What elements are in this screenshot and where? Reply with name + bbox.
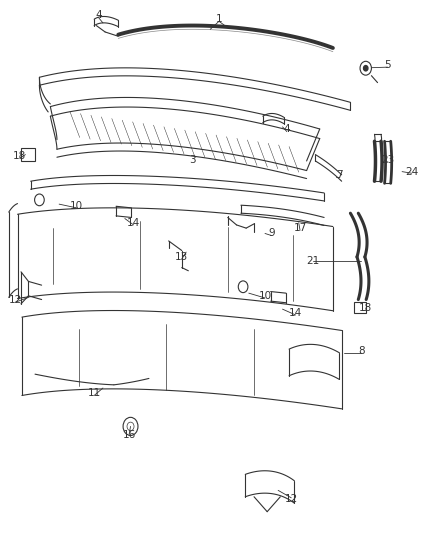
Text: 10: 10 [70,201,83,211]
Text: 14: 14 [127,218,140,228]
Text: 17: 17 [293,223,307,233]
Text: 23: 23 [381,155,394,165]
Text: 8: 8 [358,346,365,356]
Text: 24: 24 [405,167,418,176]
Text: 21: 21 [307,256,320,266]
Text: 10: 10 [258,291,272,301]
Text: 13: 13 [175,252,188,262]
Text: 18: 18 [13,151,26,161]
Text: 18: 18 [359,303,372,313]
Text: 4: 4 [283,124,290,134]
Text: 11: 11 [88,389,101,398]
Text: 12: 12 [285,495,298,504]
Circle shape [364,66,368,71]
Text: 14: 14 [289,308,302,318]
Text: 1: 1 [215,14,223,23]
Text: 12: 12 [9,295,22,305]
Text: 7: 7 [336,170,343,180]
Text: 16: 16 [123,431,136,440]
Text: 9: 9 [268,229,275,238]
Bar [354,302,366,313]
Text: 3: 3 [189,155,196,165]
Text: 5: 5 [384,60,391,70]
Bar [21,148,35,161]
Text: 4: 4 [95,10,102,20]
